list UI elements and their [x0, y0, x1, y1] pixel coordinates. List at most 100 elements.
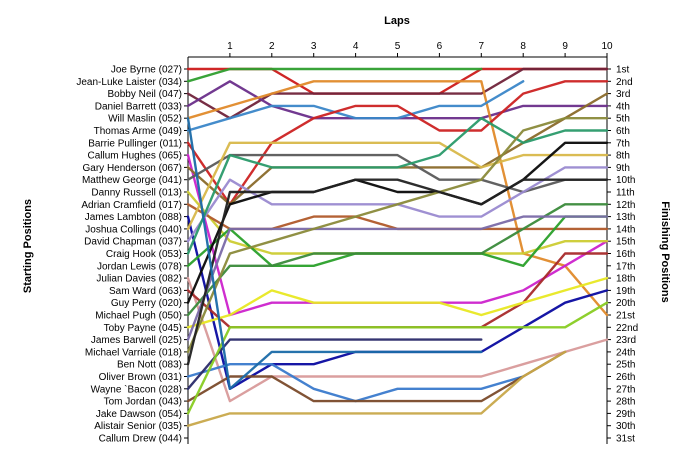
finishing-position-label: 5th [616, 114, 630, 125]
finishing-position-label: 28th [616, 397, 635, 408]
series-line [186, 116, 609, 354]
starting-position-label: Callum Drew (044) [99, 434, 182, 445]
finishing-position-label: 18th [616, 274, 635, 285]
finishing-position-label: 14th [616, 224, 635, 235]
starting-position-label: Michael Pugh (050) [95, 311, 182, 322]
starting-position-label: Wayne `Bacon (028) [91, 383, 182, 395]
lap-tick-label: 6 [437, 41, 443, 52]
finishing-position-label: 29th [616, 409, 635, 420]
starting-position-label: Callum Hughes (065) [88, 151, 183, 162]
starting-position-label: Craig Hook (053) [106, 249, 182, 260]
series-line [186, 141, 609, 231]
finishing-position-label: 6th [616, 126, 630, 137]
starting-position-label: Gary Henderson (067) [83, 163, 183, 174]
finishing-position-label: 2nd [616, 77, 633, 88]
lap-tick-label: 1 [227, 41, 233, 52]
finishing-position-label: 12th [616, 200, 635, 211]
finishing-position-label: 31st [616, 434, 635, 445]
series-line [186, 67, 609, 120]
starting-position-label: Jordan Lewis (078) [97, 261, 182, 272]
starting-position-label: Adrian Cramfield (017) [81, 200, 182, 211]
lap-tick-label: 10 [601, 41, 613, 52]
starting-position-label: Danny Russell (013) [91, 188, 182, 199]
finishing-position-label: 8th [616, 151, 630, 162]
series-line [186, 276, 609, 403]
series-line [186, 141, 609, 304]
starting-position-label: Joshua Collings (040) [85, 224, 182, 235]
finishing-position-label: 16th [616, 249, 635, 260]
starting-position-label: Matthew George (041) [82, 175, 182, 186]
finishing-position-label: 3rd [616, 89, 630, 100]
starting-position-label: James Barwell (025) [91, 335, 182, 346]
finishing-position-label: 25th [616, 360, 635, 371]
lap-tick-label: 3 [311, 41, 317, 52]
finishing-position-label: 4th [616, 101, 630, 112]
finishing-position-label: 10th [616, 175, 635, 186]
starting-position-label: Ben Nott (083) [117, 360, 182, 371]
finishing-position-label: 1st [616, 65, 630, 76]
finishing-position-label: 20th [616, 298, 635, 309]
starting-position-label: David Chapman (037) [84, 237, 182, 248]
starting-position-labels: Joe Byrne (027)Jean-Luke Laister (034)Bo… [76, 65, 188, 445]
series-line [186, 338, 483, 390]
lap-tick-labels: 1 2 3 4 5 6 7 8 9 10 [227, 41, 613, 57]
series-line [186, 153, 609, 194]
finishing-position-label: 7th [616, 138, 630, 149]
finishing-position-label: 17th [616, 261, 635, 272]
starting-position-label: Thomas Arme (049) [94, 126, 182, 137]
series-line [186, 178, 609, 366]
starting-position-label: Guy Perry (020) [111, 298, 182, 309]
starting-position-label: Joe Byrne (027) [111, 65, 182, 76]
finishing-position-label: 26th [616, 372, 635, 383]
lap-tick-label: 2 [269, 41, 275, 52]
series-line [186, 67, 483, 83]
starting-position-label: Will Maslin (052) [108, 114, 182, 125]
series-line [186, 276, 609, 329]
series-lines [186, 67, 609, 427]
finishing-position-label: 27th [616, 384, 635, 395]
starting-position-label: Michael Varriale (018) [85, 347, 182, 358]
series-line [186, 215, 609, 341]
finishing-position-label: 11th [616, 188, 635, 199]
lap-tick-label: 7 [479, 41, 485, 52]
starting-position-label: Julian Davies (082) [96, 274, 182, 285]
series-line [186, 116, 483, 390]
series-line [186, 203, 609, 317]
series-line [186, 301, 609, 415]
starting-position-label: Tom Jordan (043) [104, 397, 182, 408]
axes [187, 56, 608, 444]
finishing-position-label: 24th [616, 347, 635, 358]
finishing-position-label: 23rd [616, 335, 636, 346]
series-line [186, 92, 609, 206]
starting-position-label: Jake Dawson (054) [96, 409, 182, 420]
finishing-position-label: 9th [616, 163, 630, 174]
starting-position-label: Sam Ward (063) [109, 286, 182, 297]
finishing-position-label: 30th [616, 421, 635, 432]
series-line [186, 116, 609, 255]
starting-position-label: Jean-Luke Laister (034) [76, 77, 182, 88]
series-line [186, 80, 609, 317]
starting-position-label: Bobby Neil (047) [108, 89, 182, 100]
lap-tick-label: 5 [395, 41, 401, 52]
top-axis-title: Laps [384, 15, 410, 27]
lap-tick-label: 4 [353, 41, 359, 52]
starting-position-label: James Lambton (088) [85, 212, 182, 223]
series-line [186, 350, 567, 403]
finishing-position-label: 22nd [616, 323, 638, 334]
finishing-position-label: 13th [616, 212, 635, 223]
series-line [186, 190, 609, 255]
starting-position-label: Daniel Barrett (033) [95, 101, 182, 112]
lap-tick-label: 8 [520, 41, 526, 52]
left-axis-title: Starting Positions [22, 199, 34, 293]
finishing-position-labels: 1st2nd3rd4th5th6th7th8th9th10th11th12th1… [607, 65, 638, 445]
starting-position-label: Barrie Pullinger (011) [88, 138, 182, 149]
right-axis-title: Finishing Positions [659, 201, 671, 302]
starting-position-label: Alistair Senior (035) [94, 421, 182, 432]
finishing-position-label: 15th [616, 237, 635, 248]
lap-tick-label: 9 [562, 41, 568, 52]
finishing-position-label: 21st [616, 311, 635, 322]
starting-position-label: Oliver Brown (031) [99, 372, 182, 383]
series-line [186, 350, 567, 427]
finishing-position-label: 19th [616, 286, 635, 297]
